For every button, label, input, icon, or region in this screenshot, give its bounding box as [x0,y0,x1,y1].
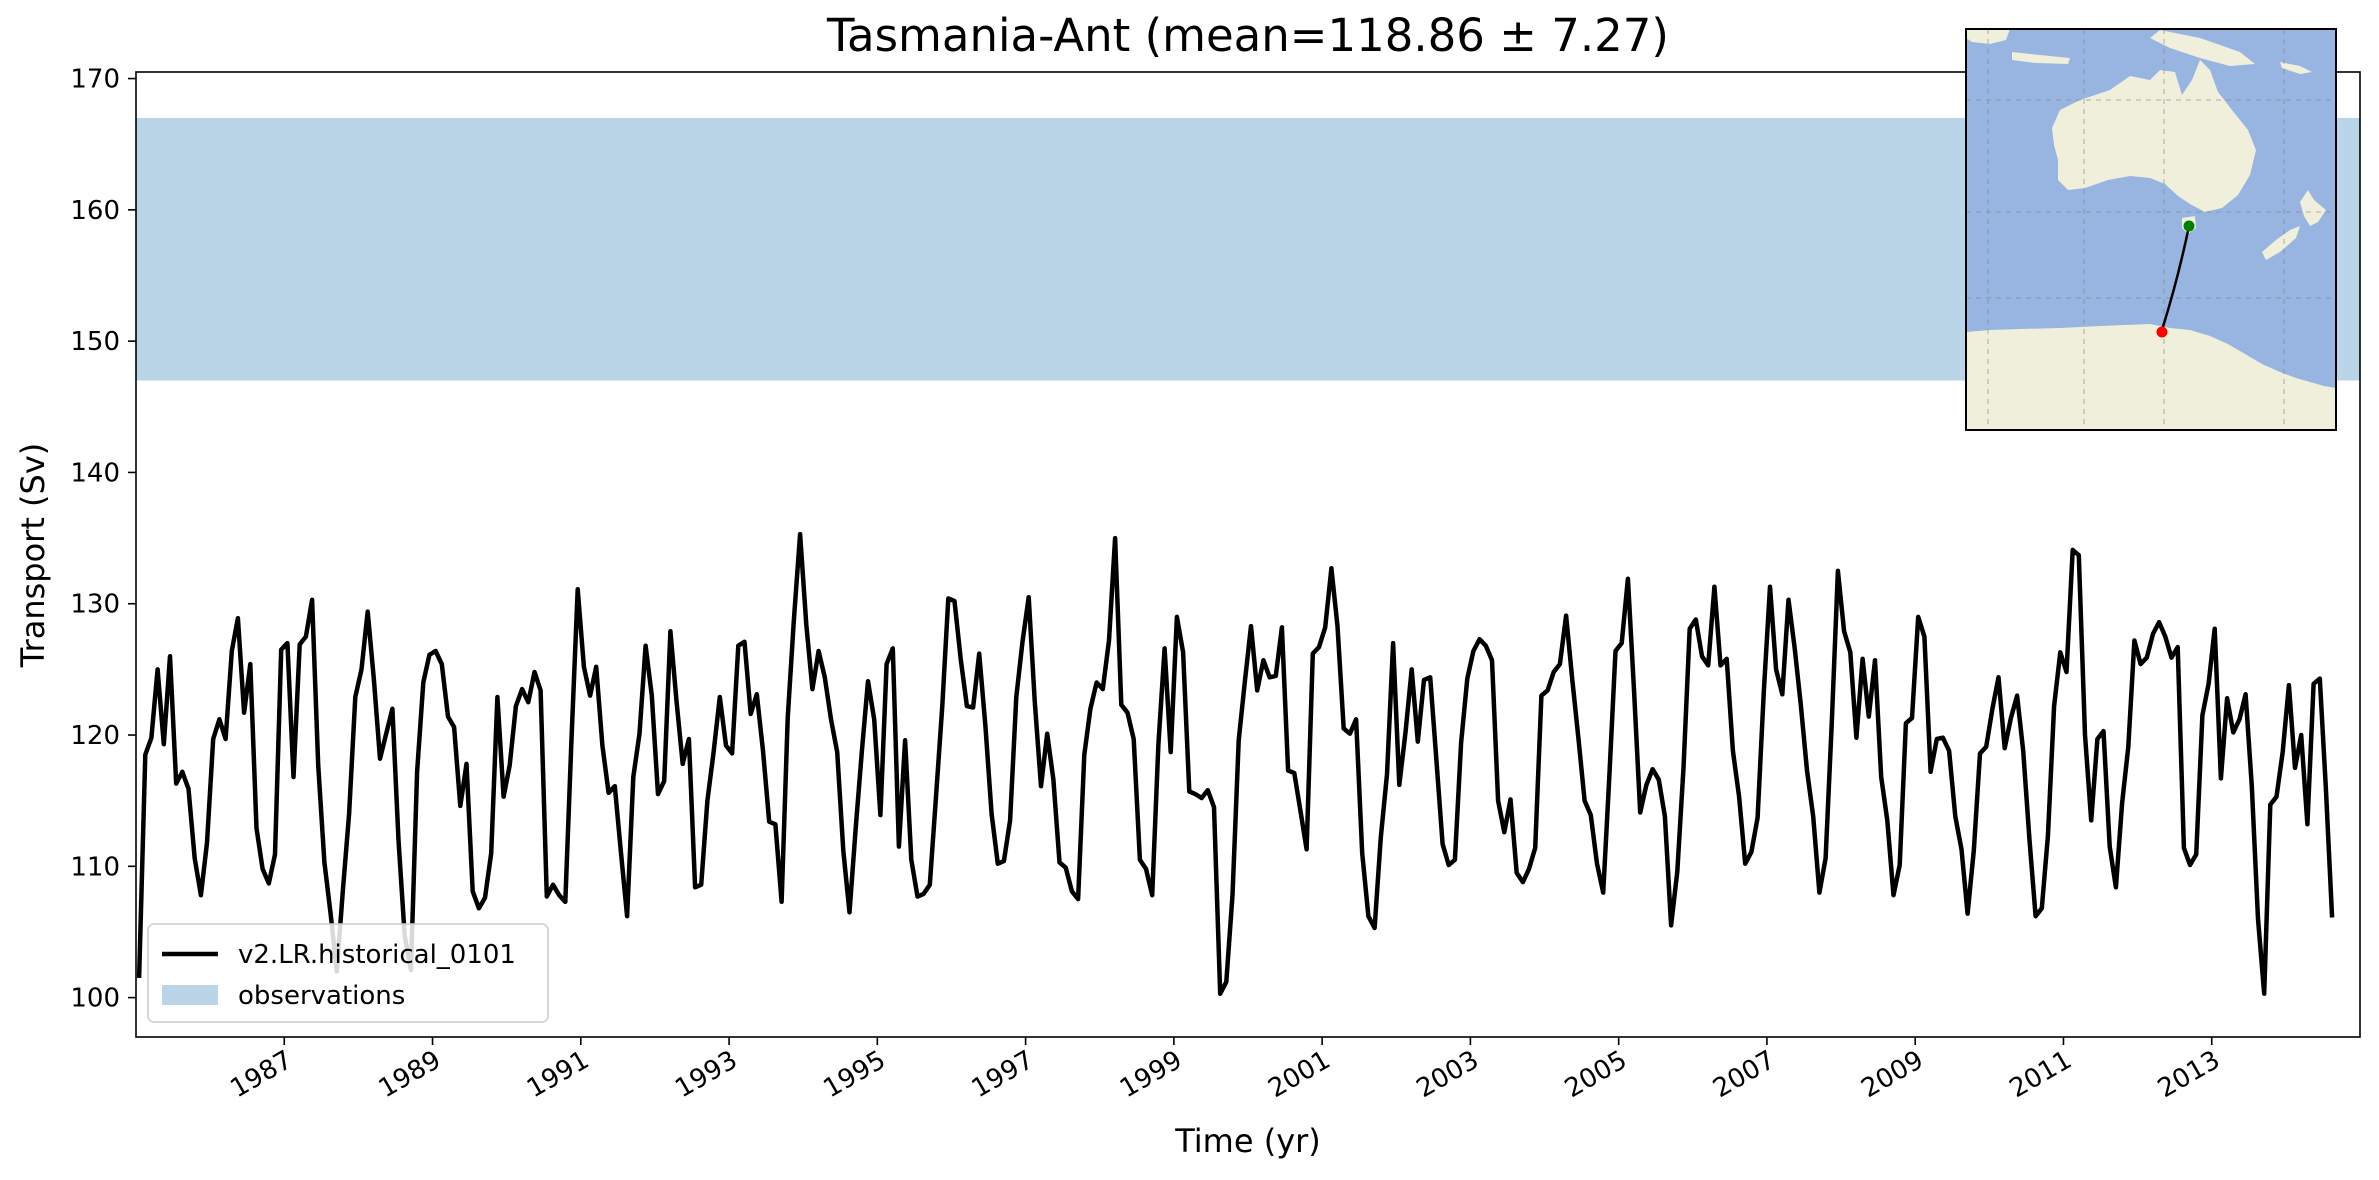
map-land-australia [2052,60,2256,212]
map-land-new-zealand-south [2262,226,2300,260]
plot-frame [135,71,2361,1038]
x-tick-label: 1991 [522,1045,594,1104]
y-tick-label: 150 [70,327,120,357]
y-tick-label: 160 [70,196,120,226]
map-land-antarctica [1966,324,2336,430]
map-land-new-guinea [2150,30,2255,66]
x-tick-label: 1999 [1115,1045,1187,1104]
y-tick-label: 110 [70,852,120,882]
x-tick-label: 1987 [225,1045,297,1104]
map-frame [1965,28,2337,431]
map-land-new-zealand-north [2300,190,2326,226]
legend: v2.LR.historical_0101 observations [147,923,549,1023]
legend-band-swatch [162,985,218,1005]
x-tick-label: 2005 [1560,1045,1632,1104]
x-tick-label: 2013 [2153,1045,2225,1104]
y-axis: 100 110 120 130 140 150 160 170 [70,65,136,1014]
y-tick-label: 100 [70,984,120,1014]
x-axis: 1987 1989 1991 1993 1995 1997 1999 2001 2003 2005… [225,1037,2225,1104]
map-land-islands-east [2280,62,2312,74]
x-tick-label: 2011 [2005,1045,2077,1104]
legend-observations-label: observations [238,981,405,1011]
map-section-end-marker [2156,326,2168,338]
y-tick-label: 130 [70,590,120,620]
x-tick-label: 1997 [967,1045,1039,1104]
x-tick-label: 1993 [670,1045,742,1104]
map-section-start-marker [2183,220,2195,232]
inset-map [1965,28,2337,431]
y-axis-label: Transport (Sv) [14,443,52,669]
y-tick-label: 120 [70,721,120,751]
x-tick-label: 1995 [819,1045,891,1104]
y-tick-label: 140 [70,458,120,488]
chart-title: Tasmania-Ant (mean=118.86 ± 7.27) [826,9,1669,62]
x-tick-label: 2001 [1263,1045,1335,1104]
x-tick-label: 2003 [1412,1045,1484,1104]
x-axis-label: Time (yr) [1174,1122,1321,1160]
map-land-indonesia [1966,29,2010,44]
y-tick-label: 170 [70,65,120,95]
map-land-islands [2012,52,2070,64]
series-line [136,531,2335,996]
legend-box [147,923,549,1023]
map-gridlines [1966,29,2336,430]
x-tick-label: 2009 [1856,1045,1928,1104]
legend-series-label: v2.LR.historical_0101 [238,940,516,970]
x-tick-label: 2007 [1708,1045,1780,1104]
map-section-line [2160,225,2191,331]
x-tick-label: 1989 [374,1045,446,1104]
